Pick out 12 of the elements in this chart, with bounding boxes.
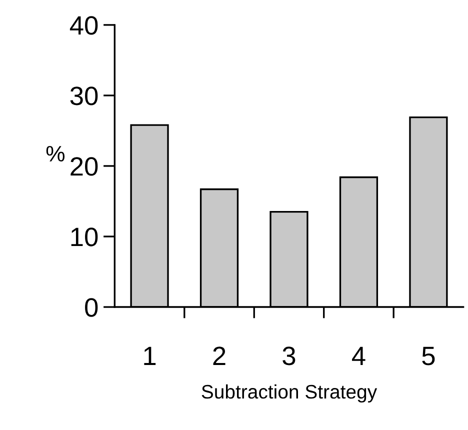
y-axis-title: % — [46, 146, 65, 162]
x-tick-label: 5 — [422, 346, 435, 366]
y-tick-label: 10 — [71, 228, 98, 246]
x-tick-label: 4 — [352, 346, 366, 366]
x-axis-title: Subtraction Strategy — [202, 384, 378, 403]
x-tick-label: 3 — [282, 346, 296, 366]
x-tick-label: 2 — [213, 346, 226, 366]
y-tick-label: 30 — [70, 86, 98, 106]
y-tick-label: 20 — [70, 157, 98, 176]
x-tick-label: 1 — [144, 346, 156, 366]
y-tick-label: 0 — [85, 298, 98, 317]
y-tick-label: 40 — [70, 16, 98, 35]
